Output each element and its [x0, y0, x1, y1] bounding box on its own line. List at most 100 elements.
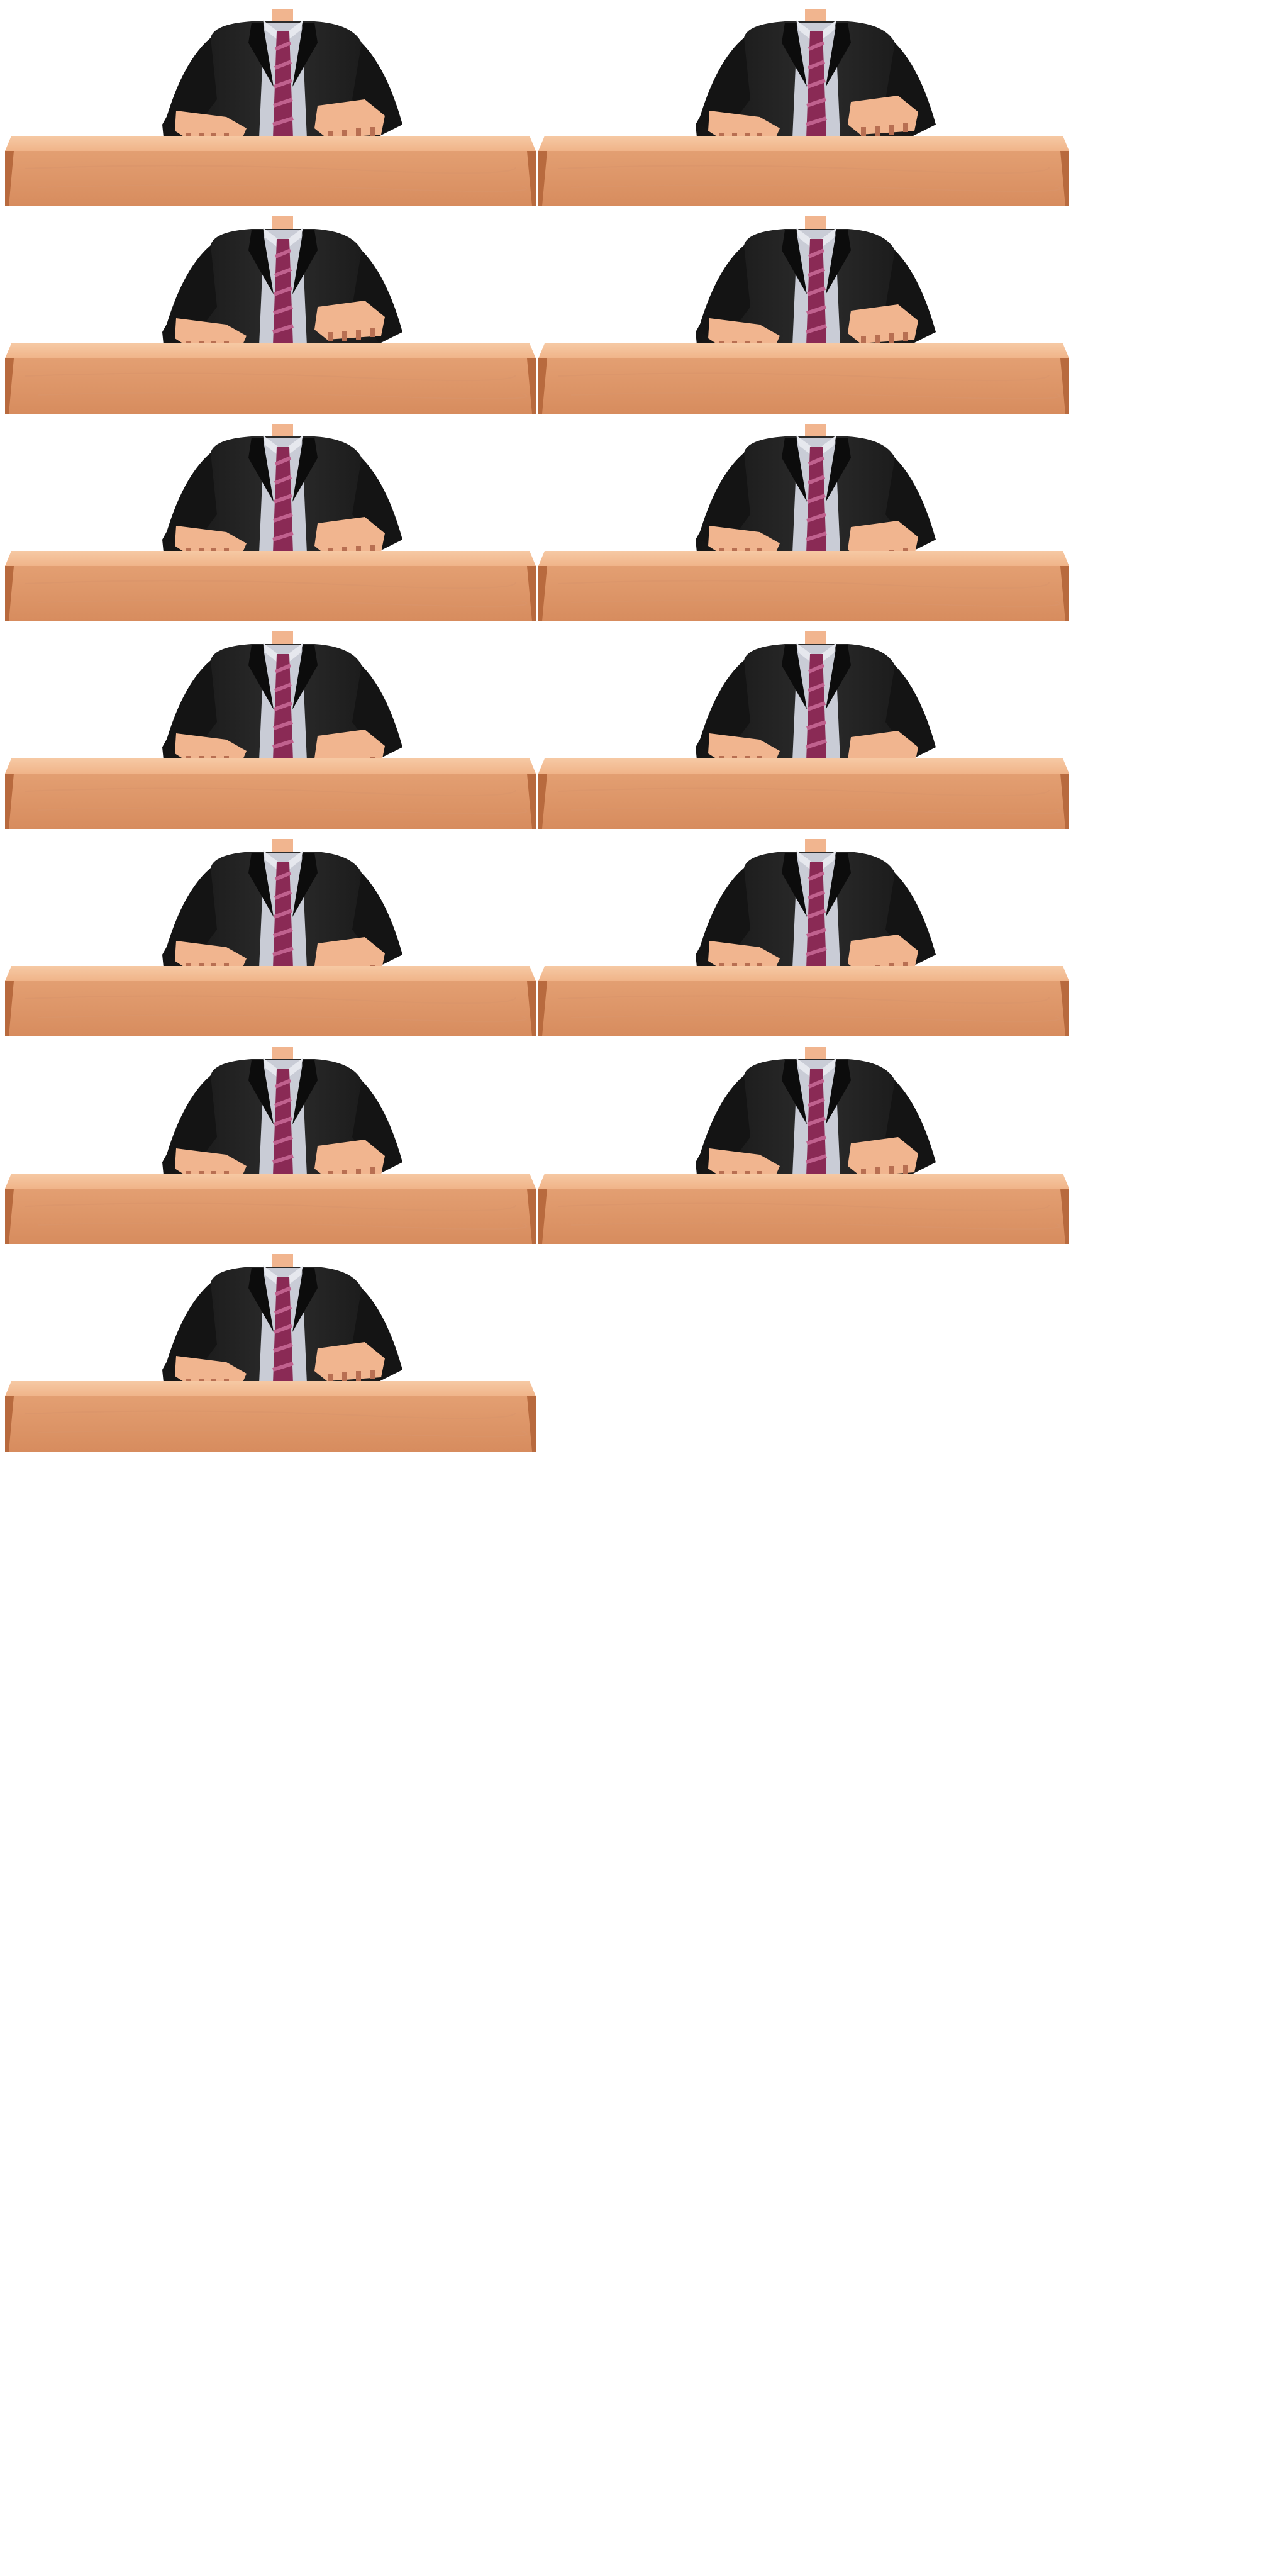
desk-right-edge — [527, 566, 536, 621]
desk-top — [5, 551, 536, 566]
desk — [5, 343, 536, 414]
right-lapel — [826, 645, 851, 709]
desk — [538, 966, 1069, 1036]
desk-right-edge — [1060, 151, 1069, 206]
desk-grain — [558, 787, 1061, 815]
desk-front — [538, 566, 1069, 621]
sprite-frame — [0, 1043, 541, 1250]
desk-left-edge — [538, 774, 547, 829]
left-lapel — [248, 23, 274, 87]
desk-right-edge — [527, 1189, 536, 1244]
desk-right-edge — [527, 774, 536, 829]
right-lapel — [292, 438, 318, 502]
tie-stripes — [272, 456, 294, 541]
left-lapel — [248, 438, 274, 502]
desk-left-edge — [5, 1396, 14, 1452]
right-lapel — [292, 230, 318, 294]
desk-front — [5, 981, 536, 1036]
left-lapel — [248, 230, 274, 294]
tie-stripes — [806, 41, 827, 126]
desk-grain — [25, 995, 528, 1023]
desk-left-edge — [538, 358, 547, 414]
desk-left-edge — [5, 358, 14, 414]
left-lapel — [248, 1060, 274, 1124]
desk — [5, 1174, 536, 1244]
desk-left-edge — [5, 1189, 14, 1244]
desk-top — [5, 1174, 536, 1189]
sprite-frame — [0, 5, 541, 213]
desk-front — [5, 566, 536, 621]
tie-stripes — [806, 456, 827, 541]
desk-top — [538, 966, 1069, 981]
desk-right-edge — [527, 151, 536, 206]
desk-top — [5, 343, 536, 358]
desk — [5, 758, 536, 829]
desk-top — [5, 136, 536, 151]
desk-left-edge — [5, 981, 14, 1036]
tie-stripes — [806, 663, 827, 749]
desk-front — [5, 358, 536, 414]
desk-right-edge — [1060, 358, 1069, 414]
desk — [5, 136, 536, 206]
left-lapel — [248, 853, 274, 917]
right-hand — [314, 301, 385, 341]
desk-grain — [558, 580, 1061, 608]
desk — [5, 966, 536, 1036]
desk-left-edge — [5, 566, 14, 621]
right-lapel — [292, 23, 318, 87]
desk-grain — [558, 372, 1061, 400]
desk-right-edge — [1060, 981, 1069, 1036]
right-hand — [848, 304, 918, 345]
desk-front — [538, 1189, 1069, 1244]
right-hand — [848, 1137, 918, 1177]
right-lapel — [826, 230, 851, 294]
right-lapel — [292, 1060, 318, 1124]
desk-top — [5, 966, 536, 981]
desk-front — [5, 774, 536, 829]
desk-top — [538, 758, 1069, 774]
desk-top — [538, 1174, 1069, 1189]
desk-right-edge — [1060, 1189, 1069, 1244]
sprite-frame — [533, 1043, 1074, 1250]
tie-stripes — [272, 1079, 294, 1164]
sprite-frame — [533, 628, 1074, 835]
desk — [5, 1381, 536, 1452]
tie-stripes — [272, 871, 294, 957]
tie-stripes — [272, 663, 294, 749]
desk-front — [538, 981, 1069, 1036]
right-hand — [314, 1342, 385, 1382]
sprite-frame — [0, 628, 541, 835]
left-lapel — [248, 645, 274, 709]
desk-right-edge — [527, 981, 536, 1036]
right-lapel — [826, 853, 851, 917]
desk-top — [5, 1381, 536, 1396]
right-lapel — [826, 1060, 851, 1124]
left-lapel — [782, 438, 807, 502]
right-lapel — [292, 1268, 318, 1332]
tie-stripes — [272, 248, 294, 334]
desk-left-edge — [5, 151, 14, 206]
desk-grain — [25, 165, 528, 192]
desk-front — [538, 151, 1069, 206]
right-lapel — [826, 23, 851, 87]
desk-top — [5, 758, 536, 774]
left-lapel — [782, 1060, 807, 1124]
desk-front — [5, 1189, 536, 1244]
tie-stripes — [806, 248, 827, 334]
left-lapel — [782, 853, 807, 917]
desk — [538, 343, 1069, 414]
desk-left-edge — [538, 1189, 547, 1244]
right-lapel — [292, 853, 318, 917]
desk-top — [538, 551, 1069, 566]
left-lapel — [782, 230, 807, 294]
tie-stripes — [272, 1286, 294, 1372]
desk-grain — [25, 580, 528, 608]
sprite-frame — [0, 420, 541, 628]
sprite-frame — [533, 213, 1074, 420]
desk-front — [538, 774, 1069, 829]
desk-grain — [25, 1410, 528, 1438]
left-lapel — [782, 645, 807, 709]
desk-grain — [558, 995, 1061, 1023]
left-lapel — [248, 1268, 274, 1332]
